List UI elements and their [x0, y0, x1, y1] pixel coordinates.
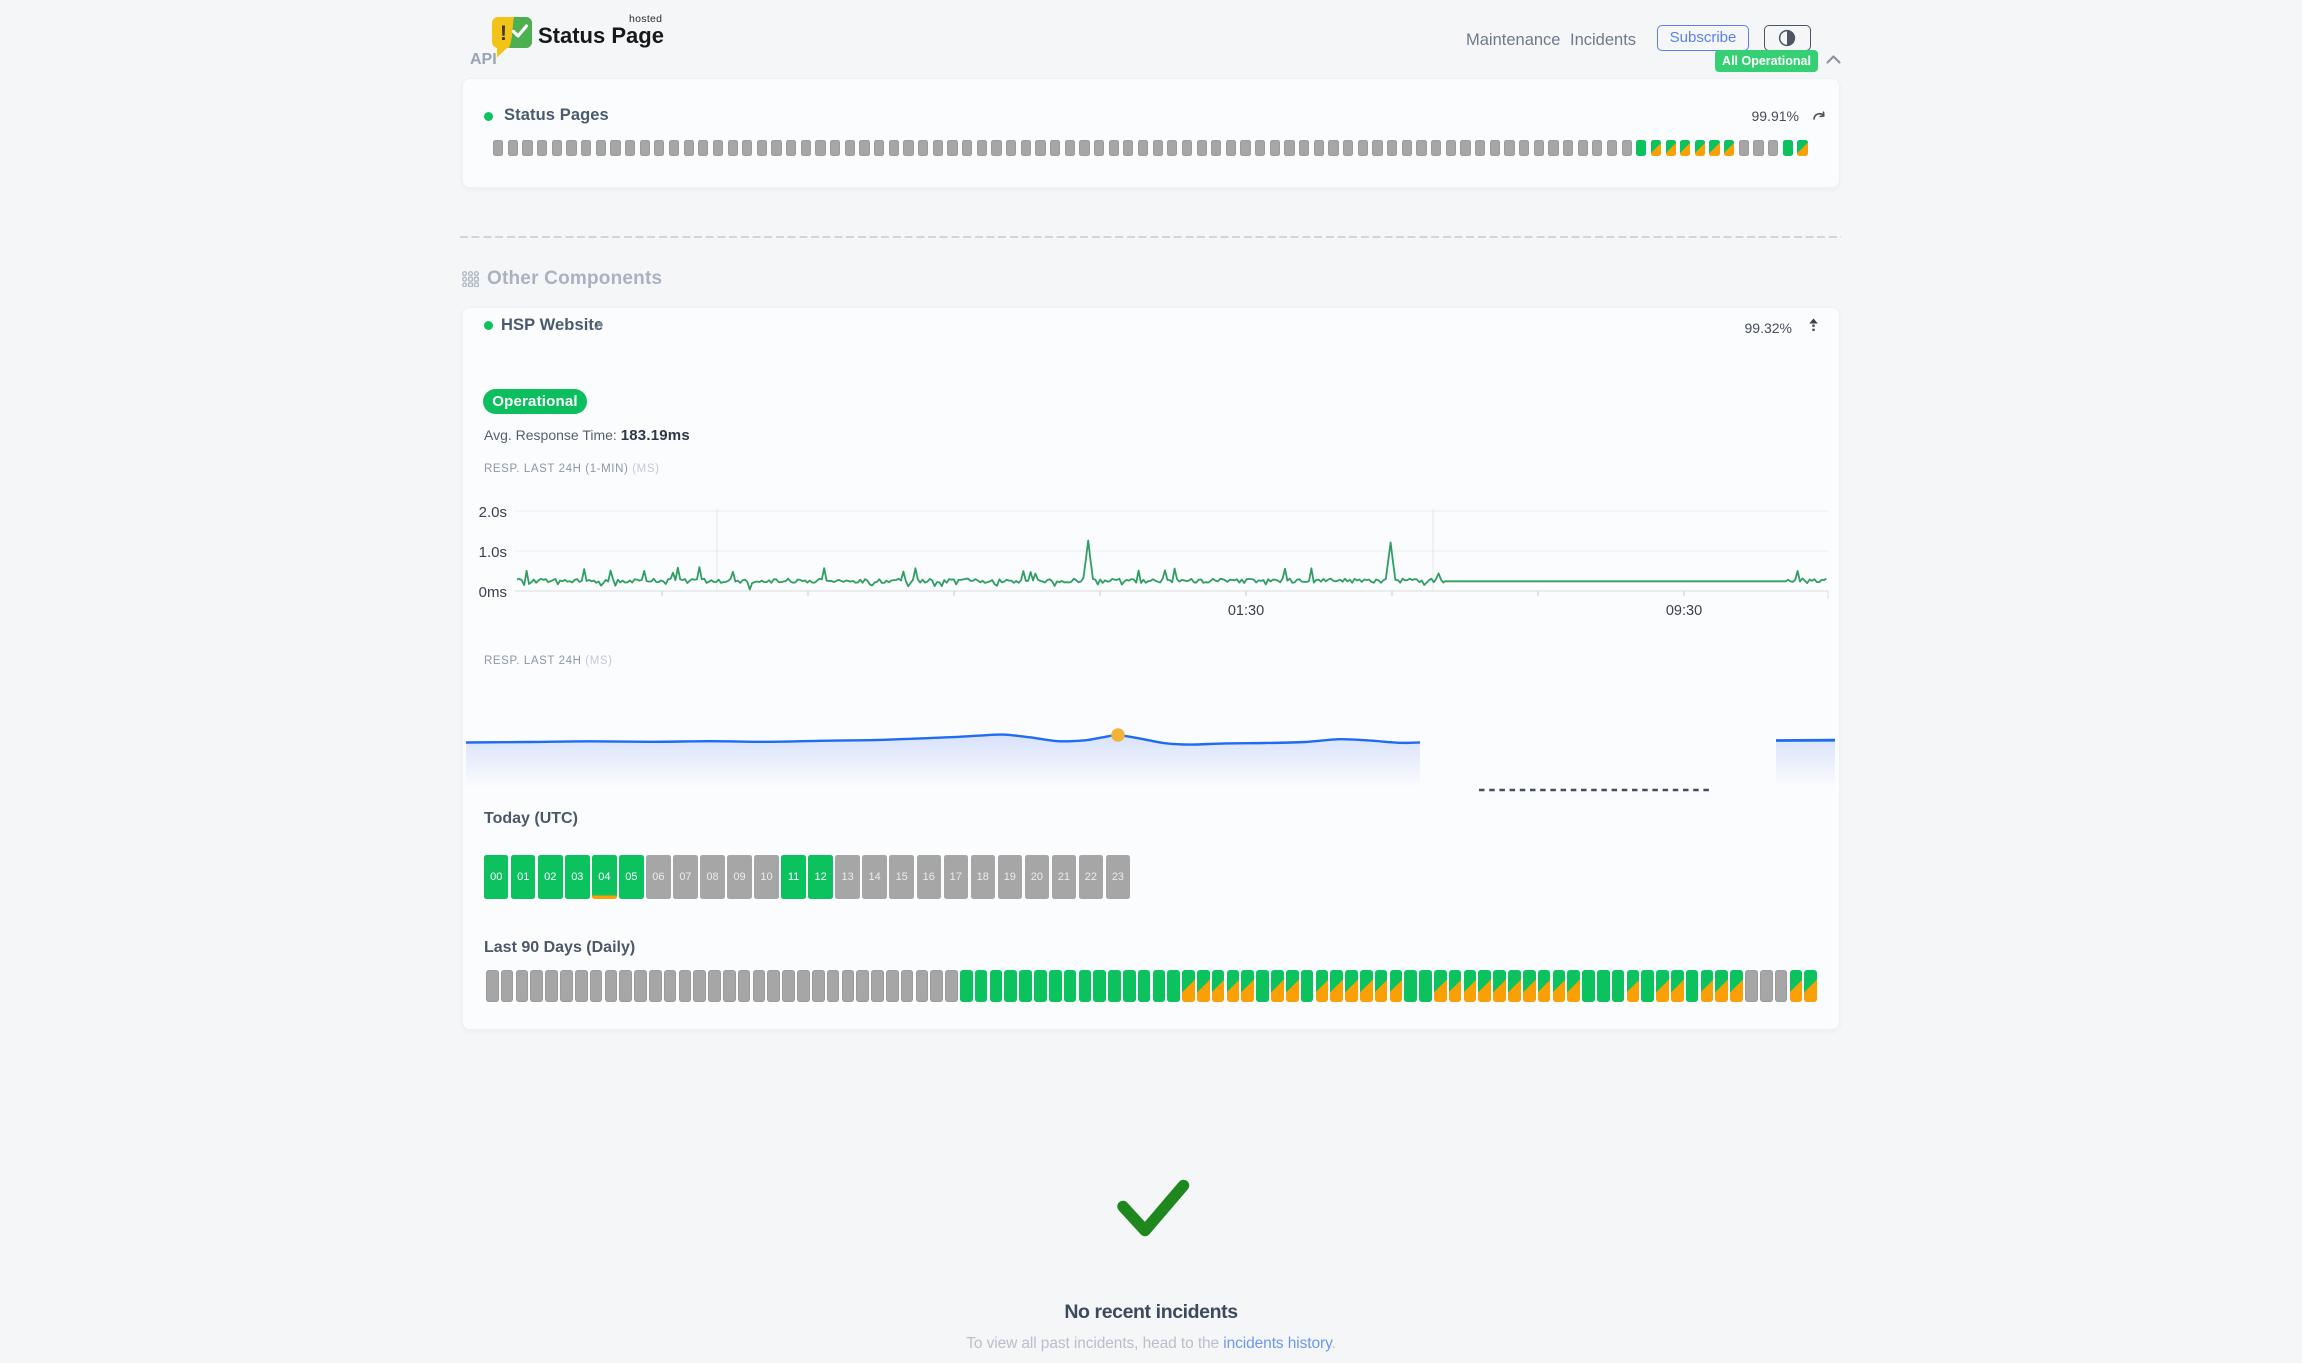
svg-text:!: ! — [500, 22, 507, 45]
